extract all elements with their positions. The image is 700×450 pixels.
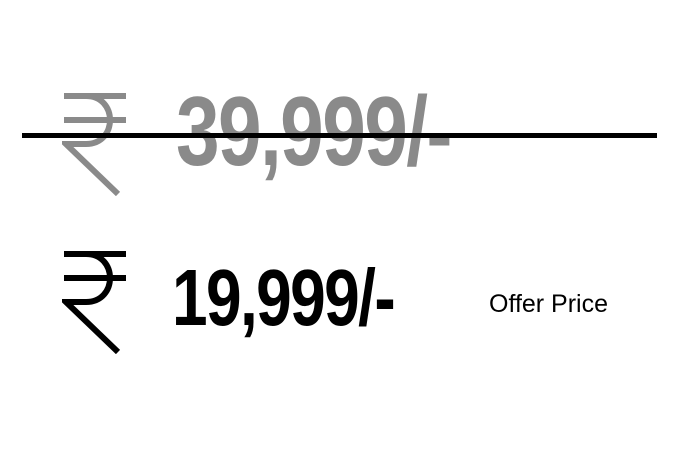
offer-price: 19,999/- bbox=[172, 253, 396, 342]
rupee-icon bbox=[62, 251, 126, 354]
strike-through-line bbox=[22, 133, 657, 138]
offer-price-label: Offer Price bbox=[489, 290, 609, 318]
original-price: 39,999/- bbox=[176, 76, 452, 186]
rupee-icon bbox=[62, 93, 126, 196]
